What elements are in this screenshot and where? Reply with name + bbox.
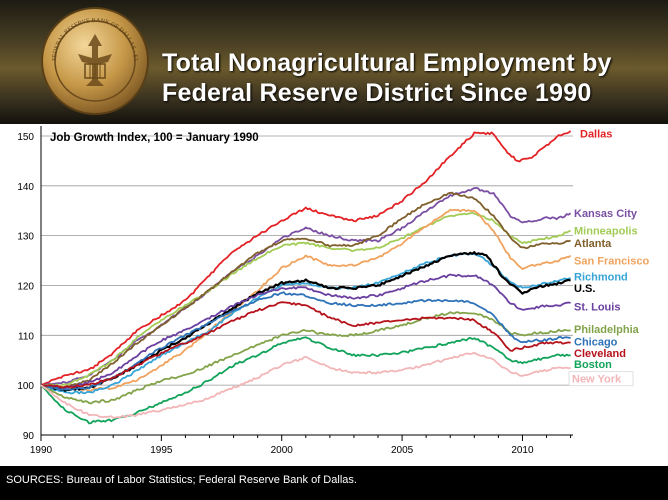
axes: 90 100 110 120 130 140 150 1990 1995 2000 2005 2010 (17, 126, 573, 456)
chart-panel: 90 100 110 120 130 140 150 1990 1995 2000 2005 2010… (0, 124, 668, 466)
y-tick-label: 100 (17, 381, 34, 392)
y-tick-label: 110 (18, 331, 34, 342)
series-label-richmond: Richmond (574, 272, 628, 284)
x-tick-label: 2010 (511, 445, 534, 456)
title-line-2: Federal Reserve District Since 1990 (162, 79, 592, 107)
x-tick-label: 1995 (150, 445, 173, 456)
y-tick-label: 140 (17, 182, 34, 193)
series-lines (40, 130, 572, 425)
footer-bar: SOURCES: Bureau of Labor Statistics; Fed… (0, 466, 668, 500)
series-line-san-francisco (40, 208, 572, 393)
series-label-minneapolis: Minneapolis (574, 226, 638, 238)
title-line-1: Total Nonagricultural Employment by (162, 49, 612, 77)
series-label-u-s-: U.S. (574, 283, 595, 295)
series-label-cleveland: Cleveland (574, 348, 626, 360)
y-tick-label: 90 (23, 431, 35, 442)
fed-seal-logo: FEDERAL RESERVE BANK OF DALLAS · ELEVENT… (40, 6, 149, 115)
employment-line-chart: 90 100 110 120 130 140 150 1990 1995 2000 2005 2010… (17, 126, 649, 456)
series-line-atlanta (40, 191, 571, 389)
y-tick-label: 130 (17, 232, 34, 243)
series-line-richmond (40, 252, 571, 395)
series-line-philadelphia (40, 311, 571, 405)
series-label-atlanta: Atlanta (574, 238, 612, 250)
series-line-st-louis (40, 273, 571, 389)
series-label-chicago: Chicago (574, 336, 618, 348)
x-tick-label: 2005 (391, 445, 414, 456)
series-label-kansas-city: Kansas City (574, 208, 638, 220)
series-label-new-york: New York (572, 374, 622, 386)
header-banner: FEDERAL RESERVE BANK OF DALLAS · ELEVENT… (0, 0, 668, 124)
series-label-st-louis: St. Louis (574, 301, 620, 313)
series-line-kansas-city (40, 186, 572, 387)
series-line-new-york (40, 351, 571, 419)
x-tick-label: 1990 (30, 445, 53, 456)
y-tick-label: 150 (17, 132, 34, 143)
sources-note: SOURCES: Bureau of Labor Statistics; Fed… (6, 474, 357, 486)
series-label-san-francisco: San Francisco (574, 256, 649, 268)
page-title: Total Nonagricultural Employment by Fede… (162, 48, 662, 108)
series-line-dallas (40, 130, 572, 387)
label-box-new-york (568, 371, 634, 387)
series-line-cleveland (40, 301, 571, 389)
series-line-u-s- (40, 251, 571, 392)
y-tick-label: 120 (17, 281, 34, 292)
series-label-dallas: Dallas (580, 128, 612, 140)
x-tick-label: 2000 (271, 445, 294, 456)
series-line-minneapolis (41, 211, 571, 388)
chart-subtitle: Job Growth Index, 100 = January 1990 (50, 132, 259, 144)
series-label-boston: Boston (574, 359, 612, 371)
series-label-philadelphia: Philadelphia (574, 324, 640, 336)
